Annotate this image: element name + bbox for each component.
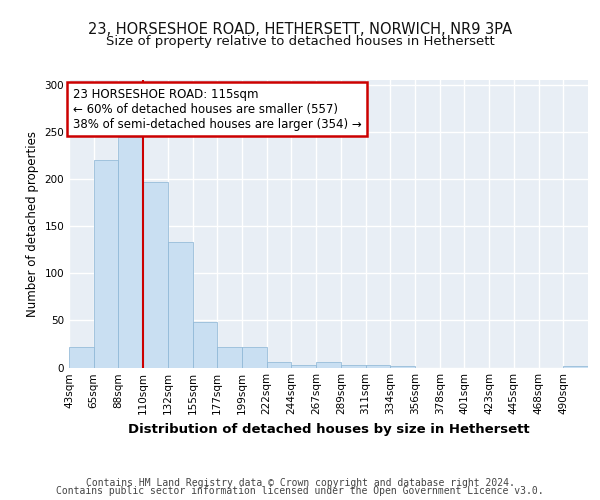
Y-axis label: Number of detached properties: Number of detached properties: [26, 130, 39, 317]
Text: 23 HORSESHOE ROAD: 115sqm
← 60% of detached houses are smaller (557)
38% of semi: 23 HORSESHOE ROAD: 115sqm ← 60% of detac…: [73, 88, 361, 130]
Text: Contains public sector information licensed under the Open Government Licence v3: Contains public sector information licen…: [56, 486, 544, 496]
Bar: [563, 366, 588, 368]
Bar: [242, 347, 267, 368]
X-axis label: Distribution of detached houses by size in Hethersett: Distribution of detached houses by size …: [128, 423, 529, 436]
Text: 23, HORSESHOE ROAD, HETHERSETT, NORWICH, NR9 3PA: 23, HORSESHOE ROAD, HETHERSETT, NORWICH,…: [88, 22, 512, 38]
Bar: [118, 136, 143, 368]
Bar: [292, 364, 316, 368]
Text: Size of property relative to detached houses in Hethersett: Size of property relative to detached ho…: [106, 35, 494, 48]
Bar: [168, 242, 193, 368]
Bar: [143, 182, 168, 368]
Bar: [94, 160, 118, 368]
Bar: [390, 366, 415, 368]
Bar: [365, 364, 390, 368]
Bar: [341, 364, 365, 368]
Bar: [217, 347, 242, 368]
Bar: [193, 322, 217, 368]
Bar: [316, 362, 341, 368]
Text: Contains HM Land Registry data © Crown copyright and database right 2024.: Contains HM Land Registry data © Crown c…: [86, 478, 514, 488]
Bar: [69, 347, 94, 368]
Bar: [267, 362, 292, 368]
